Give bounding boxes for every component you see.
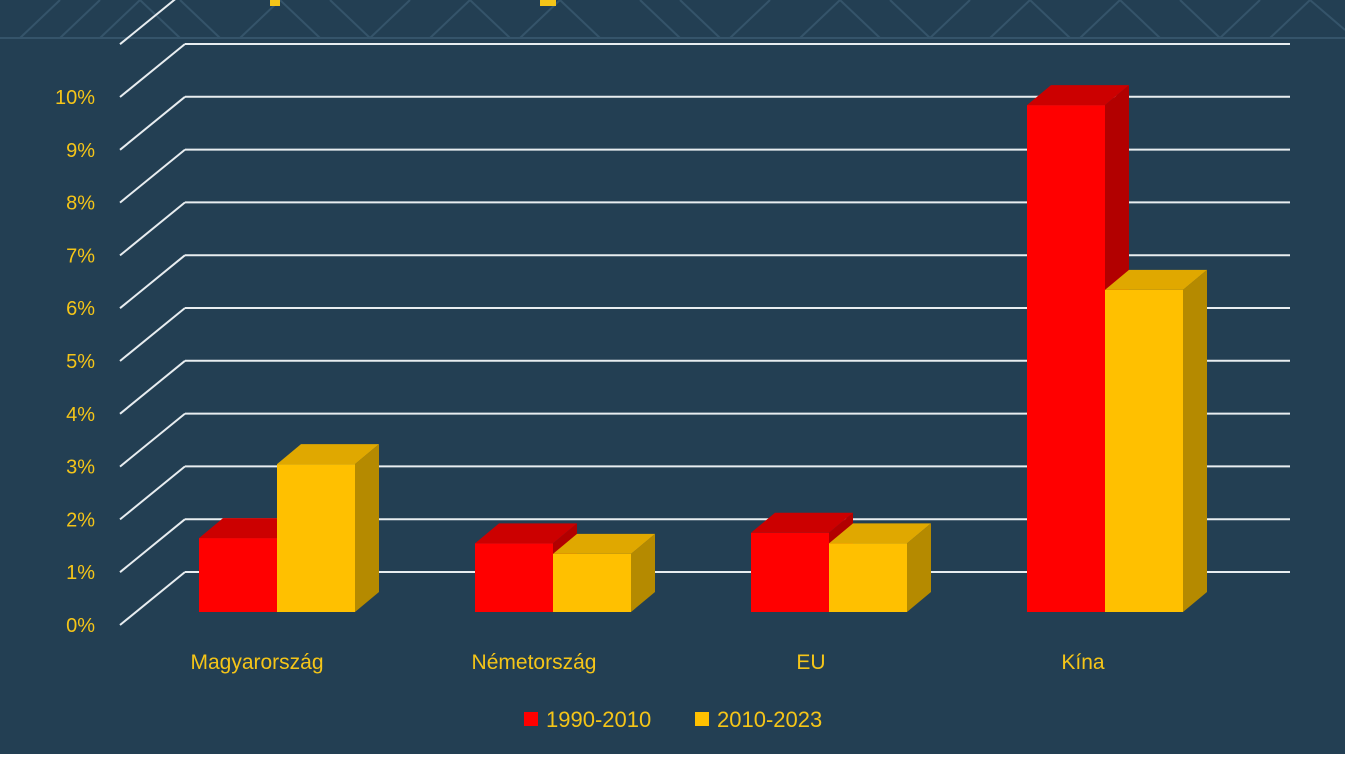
bar-side [1183, 269, 1207, 612]
bar-top [1027, 85, 1129, 106]
gridline-diagonal [119, 307, 186, 362]
bar-top [1105, 269, 1207, 290]
y-tick-label: 10% [55, 87, 95, 109]
bar-EU-2010-2023 [829, 523, 931, 612]
legend: 1990-2010 2010-2023 [524, 707, 822, 732]
legend-swatch [524, 712, 538, 726]
y-tick-label: 6% [66, 298, 95, 320]
gridline-diagonal [119, 0, 176, 45]
bar-side [355, 444, 379, 612]
gridline-diagonal [119, 518, 186, 573]
decorative-header-pattern [0, 0, 1345, 40]
bar-front [277, 464, 355, 612]
x-category-label: EU [796, 651, 825, 674]
gridline-diagonal [119, 412, 186, 468]
x-category-label: Magyarország [190, 651, 323, 674]
y-tick-label: 1% [66, 562, 95, 584]
gridline-diagonal [119, 571, 186, 626]
x-axis-labels: Magyarország Németország EU Kína [190, 651, 1104, 674]
bar-front [553, 553, 631, 612]
gridline-diagonal [119, 360, 186, 415]
y-tick-label: 0% [66, 615, 95, 637]
x-category-label: Kína [1061, 651, 1105, 674]
y-tick-label: 8% [66, 193, 95, 215]
bar-top [751, 512, 853, 533]
bar-Magyarország-2010-2023 [277, 444, 379, 612]
bar-front [751, 532, 829, 612]
y-axis-ticks: 0% 1% 2% 3% 4% 5% 6% 7% 8% 9% 10% [55, 87, 95, 637]
bar-front [199, 538, 277, 612]
bar-side [907, 523, 931, 612]
bar-top [199, 518, 301, 539]
y-tick-label: 7% [66, 245, 95, 267]
gridline-diagonal [119, 254, 186, 309]
legend-label: 2010-2023 [717, 707, 822, 732]
y-tick-label: 9% [66, 140, 95, 162]
bar-top [475, 523, 577, 544]
bar-front [1105, 289, 1183, 612]
gridline-diagonal [119, 148, 186, 204]
y-tick-label: 5% [66, 351, 95, 373]
bar-front [1027, 105, 1105, 613]
bar-top [553, 533, 655, 554]
y-tick-label: 4% [66, 404, 95, 426]
gridline-diagonal [119, 465, 186, 521]
bar-side [631, 533, 655, 612]
y-tick-label: 3% [66, 457, 95, 479]
bar-top [829, 523, 931, 544]
gridline-diagonal [119, 96, 186, 151]
legend-swatch [695, 712, 709, 726]
gridline-diagonal [119, 201, 186, 257]
gridline-diagonal [119, 43, 186, 98]
x-category-label: Németország [472, 651, 597, 674]
bar-front [475, 543, 553, 612]
bar-top [277, 444, 379, 465]
bar-front [829, 543, 907, 612]
y-tick-label: 2% [66, 509, 95, 531]
bar-Kína-2010-2023 [1105, 269, 1207, 612]
bars [199, 85, 1207, 613]
bar-Németország-2010-2023 [553, 533, 655, 612]
legend-label: 1990-2010 [546, 707, 651, 732]
